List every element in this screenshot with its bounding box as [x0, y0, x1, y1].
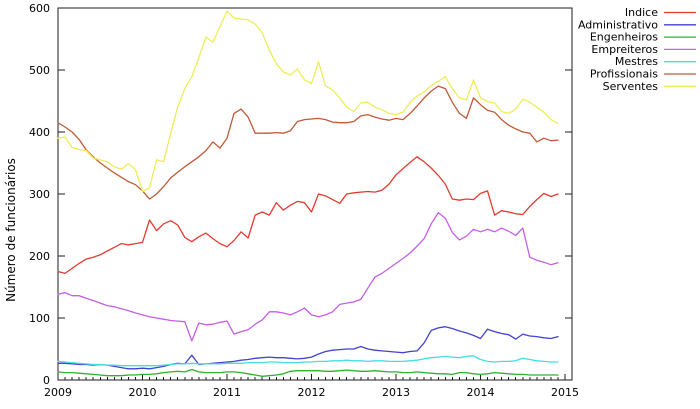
legend-label: Administrativo	[578, 18, 658, 31]
series-line-engenheiros	[57, 368, 559, 377]
y-tick-label: 600	[29, 2, 50, 15]
y-tick-label: 400	[29, 126, 50, 139]
y-axis-label: Número de funcionários	[4, 158, 18, 302]
y-tick-label: 500	[29, 64, 50, 77]
legend-label: Mestres	[615, 55, 658, 68]
series-line-serventes	[57, 10, 559, 193]
plot-border	[57, 7, 573, 381]
series-line-profissionais	[57, 85, 559, 200]
x-tick-label: 2009	[44, 386, 72, 399]
x-tick-label: 2011	[213, 386, 241, 399]
series-line-mestres	[57, 355, 559, 367]
series-line-empreiteros	[57, 211, 559, 342]
y-tick-label: 0	[43, 374, 50, 387]
legend-label: Serventes	[603, 80, 659, 93]
legend-label: Indice	[625, 6, 658, 19]
x-tick-label: 2014	[467, 386, 495, 399]
y-tick-label: 100	[29, 312, 50, 325]
series-line-administrativo	[57, 326, 559, 370]
legend-label: Profissionais	[590, 68, 658, 81]
x-tick-label: 2012	[298, 386, 326, 399]
x-tick-label: 2015	[551, 386, 579, 399]
x-tick-label: 2010	[129, 386, 157, 399]
y-tick-label: 200	[29, 250, 50, 263]
legend-label: Engenheiros	[590, 31, 658, 44]
series-line-indice	[57, 156, 559, 275]
y-tick-label: 300	[29, 188, 50, 201]
legend-label: Empreiteros	[591, 43, 658, 56]
x-tick-label: 2013	[382, 386, 410, 399]
